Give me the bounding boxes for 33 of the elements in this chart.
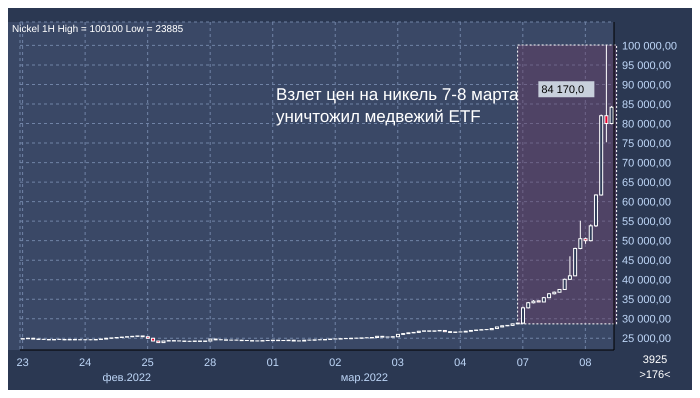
y-tick-label: 50 000,00 [622,236,671,248]
text: 3925 [642,353,668,368]
y-tick-label: 65 000,00 [622,177,671,189]
text: >176< [638,368,672,383]
text: мар.2022 [340,372,390,384]
y-tick-label: 80 000,00 [622,118,671,130]
annotation: Взлет цен на никель 7-8 марта уничтожил медвежий ETF [276,85,518,126]
x-tick-label: 03 [392,356,404,369]
y-tick-label: 95 000,00 [622,60,671,72]
chart-title: Nickel 1H High = 100100 Low = 23885 [12,24,184,35]
y-tick-label: 75 000,00 [622,138,671,150]
y-tick-label: 55 000,00 [622,216,671,228]
y-tick-label: 30 000,00 [622,314,671,326]
y-tick-label: 85 000,00 [622,98,671,111]
x-tick-label: 07 [516,356,529,369]
x-tick-label: 08 [579,356,592,369]
text: фев.2022 [102,372,152,384]
annotation: 84 170,0 [541,84,584,96]
y-tick-label: 35 000,00 [622,294,671,306]
y-tick-label: 45 000,00 [622,255,671,268]
x-tick-label: 01 [266,356,279,369]
y-tick-label: 40 000,00 [622,274,671,287]
x-tick-label: 24 [79,356,92,369]
x-tick-label: 23 [16,356,29,369]
x-tick-label: 28 [204,356,216,369]
x-tick-label: 25 [142,356,154,369]
x-tick-label: 04 [454,356,466,369]
x-tick-label: 02 [329,356,342,369]
y-tick-label: 60 000,00 [622,196,671,209]
y-tick-label: 100 000,00 [622,40,678,52]
y-tick-label: 70 000,00 [622,157,671,170]
y-tick-label: 25 000,00 [622,333,671,346]
y-tick-label: 90 000,00 [622,79,671,92]
